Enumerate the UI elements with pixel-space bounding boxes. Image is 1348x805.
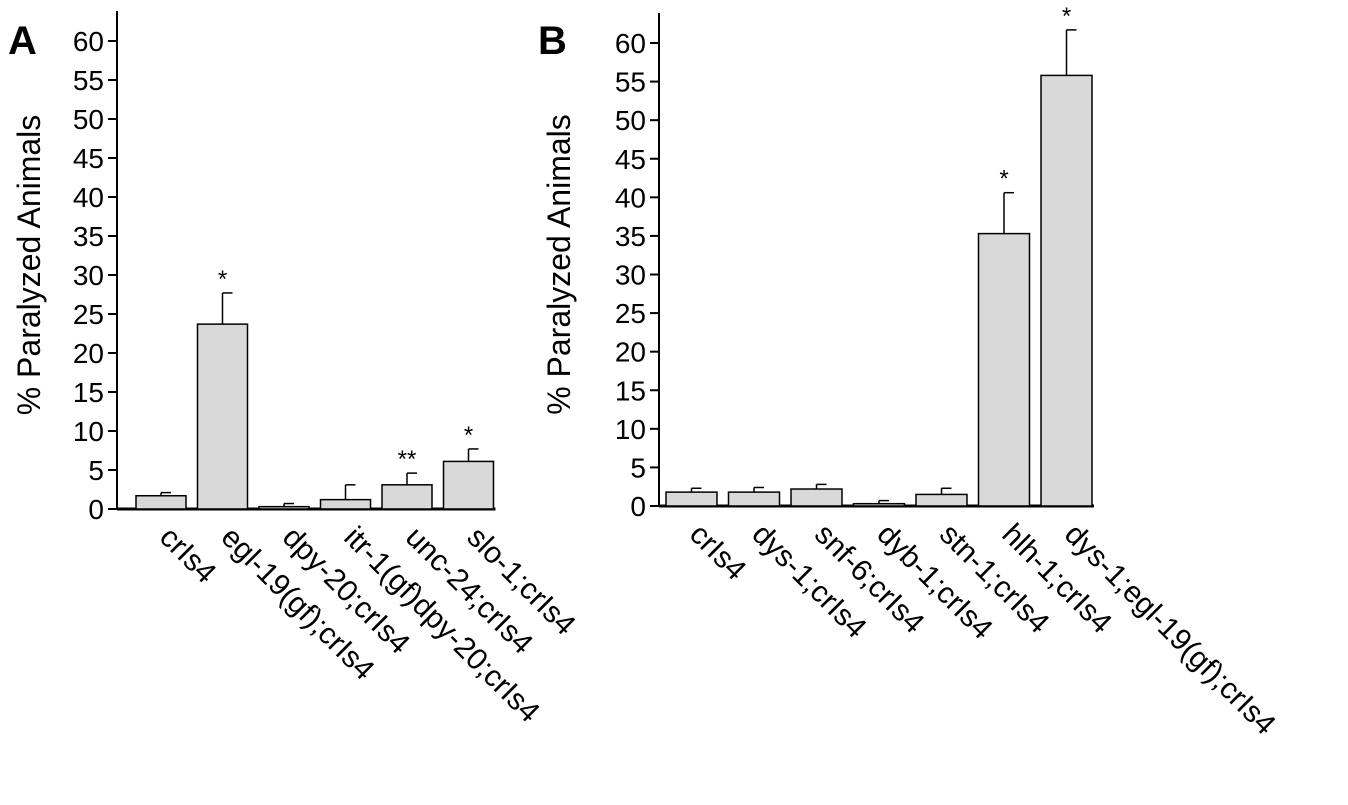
y-tick-label: 60	[615, 28, 646, 59]
panel-letter: B	[538, 19, 567, 63]
y-tick-label: 40	[73, 182, 104, 213]
y-tick-label: 45	[615, 144, 646, 175]
x-category-label: crIs4	[683, 518, 752, 587]
bar	[727, 491, 781, 507]
y-tick-label: 35	[615, 221, 646, 252]
bar	[852, 502, 906, 507]
y-tick-label: 30	[73, 260, 104, 291]
y-tick-label: 20	[73, 338, 104, 369]
y-tick-label: 15	[73, 377, 104, 408]
bar	[977, 232, 1031, 507]
bar	[442, 460, 495, 510]
y-tick-label: 5	[88, 455, 104, 486]
y-tick-label: 20	[615, 337, 646, 368]
y-axis-title: % Paralyzed Animals	[541, 114, 577, 415]
y-tick-label: 55	[73, 65, 104, 96]
y-tick-label: 50	[615, 105, 646, 136]
significance-mark: *	[464, 422, 473, 449]
y-axis-title: % Paralyzed Animals	[11, 115, 47, 416]
x-category-label: crIs4	[153, 521, 222, 590]
bar	[665, 491, 718, 507]
y-tick-label: 60	[73, 26, 104, 57]
y-tick-label: 25	[73, 299, 104, 330]
y-tick-label: 55	[615, 67, 646, 98]
y-tick-label: 50	[73, 104, 104, 135]
significance-mark: *	[218, 266, 227, 293]
y-tick-label: 35	[73, 221, 104, 252]
significance-mark: *	[1062, 3, 1071, 30]
y-tick-label: 30	[615, 260, 646, 291]
bar	[258, 505, 310, 510]
y-tick-label: 10	[73, 416, 104, 447]
bar	[196, 323, 249, 510]
bar	[381, 484, 433, 510]
y-tick-label: 5	[630, 452, 646, 483]
y-tick-label: 40	[615, 182, 646, 213]
panel-letter: A	[8, 19, 37, 63]
y-tick-label: 0	[630, 491, 646, 522]
chart-panel-b: B 0 5 10 15 20 25 30 35 40 45 50 55 60 % Paralyzed Ani…	[538, 3, 1282, 741]
significance-mark: *	[999, 166, 1008, 193]
y-tick-label: 10	[615, 414, 646, 445]
bar	[790, 488, 843, 507]
significance-mark: **	[398, 446, 417, 473]
y-tick-label: 0	[88, 494, 104, 525]
bar	[915, 493, 968, 507]
bar	[319, 498, 372, 510]
y-tick-label: 25	[615, 298, 646, 329]
chart-panel-a: A 0 5 10 15 20 25 30 35 40 45 50 55 60 % Paralyzed Ani…	[8, 11, 582, 729]
y-tick-label: 45	[73, 143, 104, 174]
bar	[135, 494, 187, 510]
bar	[1040, 74, 1093, 507]
y-tick-label: 15	[615, 375, 646, 406]
